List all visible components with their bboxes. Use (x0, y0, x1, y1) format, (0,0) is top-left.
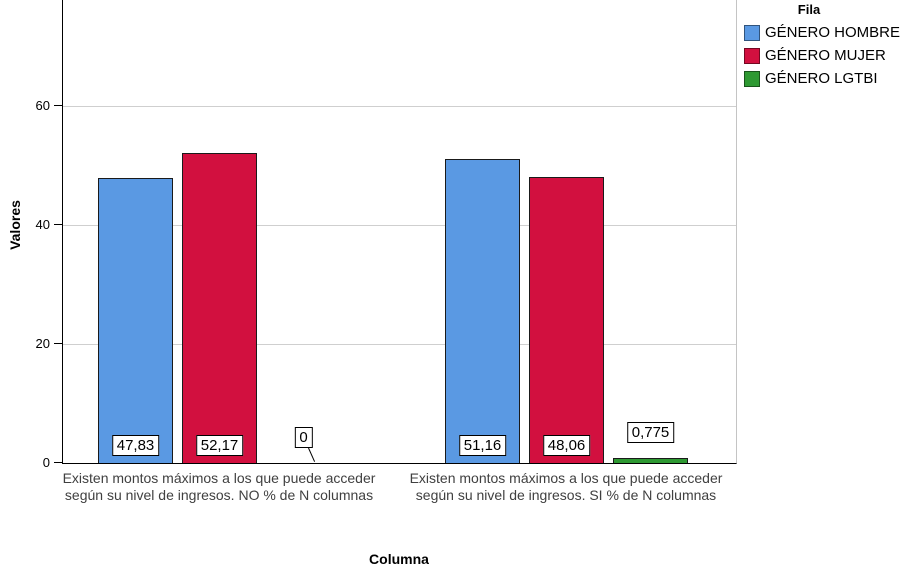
y-tick (54, 223, 62, 226)
category-label-si: Existen montos máximos a los que puede a… (409, 470, 723, 504)
plot-area: 47,83 51,16 52,17 48,06 0 0,775 (62, 0, 737, 464)
value-label-1-1: 48,06 (542, 435, 591, 456)
y-tick (54, 342, 62, 345)
y-tick-label: 60 (35, 97, 50, 113)
y-tick-label: 40 (35, 216, 50, 232)
value-label-0-0: 47,83 (111, 435, 160, 456)
y-tick-label: 20 (35, 335, 50, 351)
legend-label-hombre: GÉNERO HOMBRE (765, 24, 901, 41)
bar-1-0 (182, 152, 257, 463)
legend-label-lgtbi: GÉNERO LGTBI (765, 70, 878, 87)
value-label-2-0: 0 (294, 427, 313, 448)
legend-label-mujer: GÉNERO MUJER (765, 47, 886, 64)
legend: Fila GÉNERO HOMBRE GÉNERO MUJER GÉNERO L… (744, 2, 906, 93)
legend-swatch-mujer-icon (744, 47, 760, 64)
legend-swatch-hombre-icon (744, 24, 760, 41)
legend-entry-lgtbi: GÉNERO LGTBI (744, 70, 906, 87)
legend-swatch-lgtbi-icon (744, 70, 760, 87)
bar-0-1 (445, 158, 520, 463)
value-label-1-0: 52,17 (195, 435, 244, 456)
bar-2-1 (613, 458, 688, 463)
zero-callout-line (307, 447, 315, 462)
legend-entry-mujer: GÉNERO MUJER (744, 47, 906, 64)
category-label-no: Existen montos máximos a los que puede a… (62, 470, 376, 504)
x-axis-title: Columna (369, 551, 429, 567)
y-tick (54, 104, 62, 107)
value-label-0-1: 51,16 (458, 435, 507, 456)
legend-title: Fila (797, 2, 821, 17)
gridline (63, 343, 736, 345)
bar-0-0 (98, 178, 173, 463)
y-tick-label: 0 (42, 454, 50, 470)
value-label-2-1: 0,775 (626, 422, 675, 444)
gridline (63, 105, 736, 107)
bar-1-1 (529, 177, 604, 463)
legend-entry-hombre: GÉNERO HOMBRE (744, 24, 906, 41)
gridline (63, 224, 736, 226)
y-tick (54, 461, 62, 464)
